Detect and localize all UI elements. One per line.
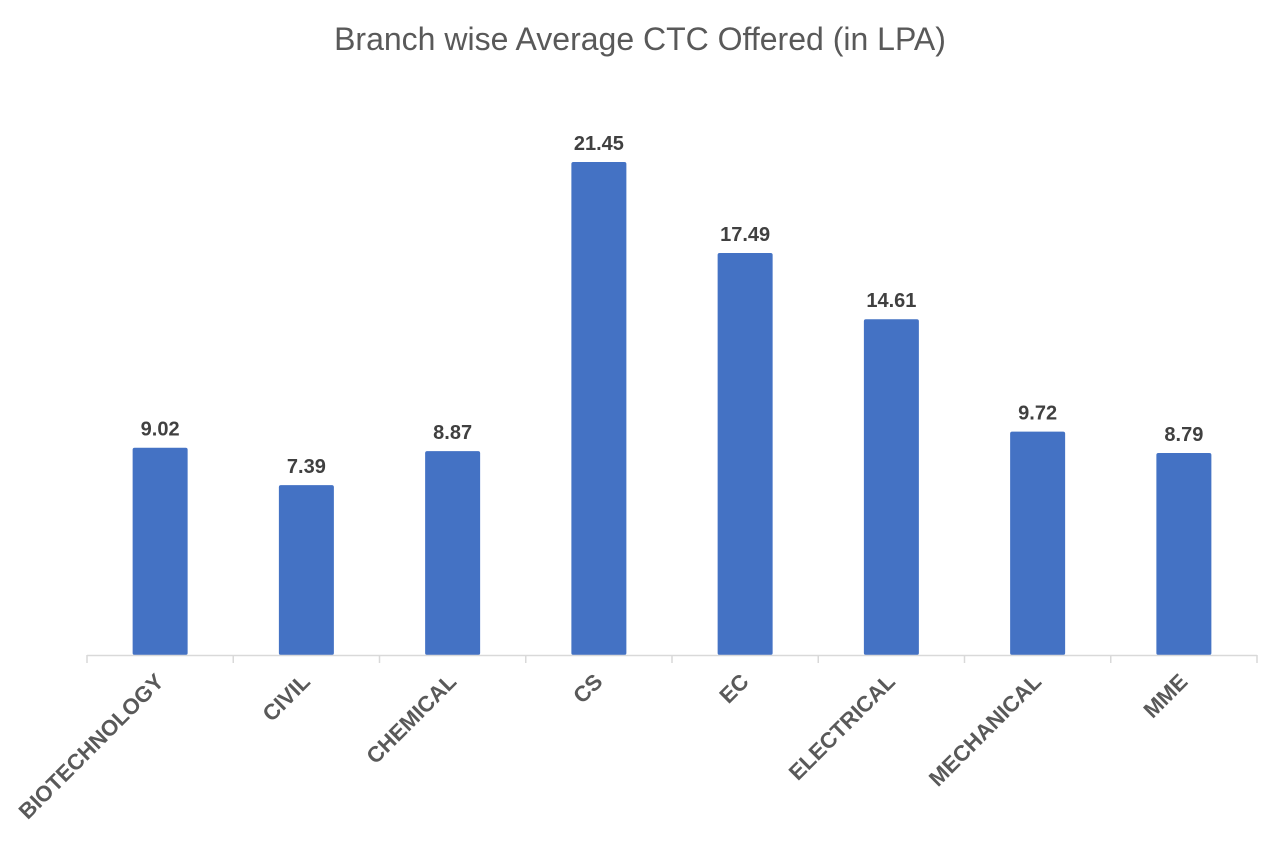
bar-civil [278, 485, 334, 655]
data-label-biotechnology: 9.02 [141, 419, 180, 441]
bar-electrical [863, 319, 919, 655]
x-axis [86, 654, 1258, 663]
data-label-ec: 17.49 [720, 224, 770, 246]
bar-biotechnology [132, 447, 188, 655]
data-label-chemical: 8.87 [433, 422, 472, 444]
data-labels-group: 9.02 7.39 8.87 21.45 17.49 14.61 9.72 8.79 [141, 133, 1204, 478]
chart-title: Branch wise Average CTC Offered (in LPA) [334, 21, 946, 57]
bar-mechanical [1010, 431, 1066, 655]
x-tick-label-biotechnology: BIOTECHNOLOGY [14, 669, 169, 824]
x-tick-label-mechanical: MECHANICAL [924, 669, 1046, 791]
data-label-cs: 21.45 [574, 133, 624, 155]
bar-chemical [425, 451, 481, 655]
x-tick-label-ec: EC [714, 669, 753, 708]
x-tick-label-mme: MME [1138, 669, 1192, 723]
x-tick-label-chemical: CHEMICAL [361, 669, 461, 769]
bar-mme [1156, 452, 1212, 655]
x-tick-label-civil: CIVIL [257, 669, 314, 726]
bar-cs [571, 162, 627, 655]
x-tick-label-cs: CS [568, 669, 607, 708]
x-tick-label-electrical: ELECTRICAL [784, 669, 900, 785]
x-tick-labels-group: BIOTECHNOLOGY CIVIL CHEMICAL CS EC ELECTRICAL… [14, 669, 1193, 824]
data-label-mme: 8.79 [1164, 424, 1203, 446]
data-label-electrical: 14.61 [866, 290, 916, 312]
bar-ec [717, 253, 773, 655]
data-label-civil: 7.39 [287, 456, 326, 478]
bars-group [132, 162, 1212, 655]
data-label-mechanical: 9.72 [1018, 403, 1057, 425]
